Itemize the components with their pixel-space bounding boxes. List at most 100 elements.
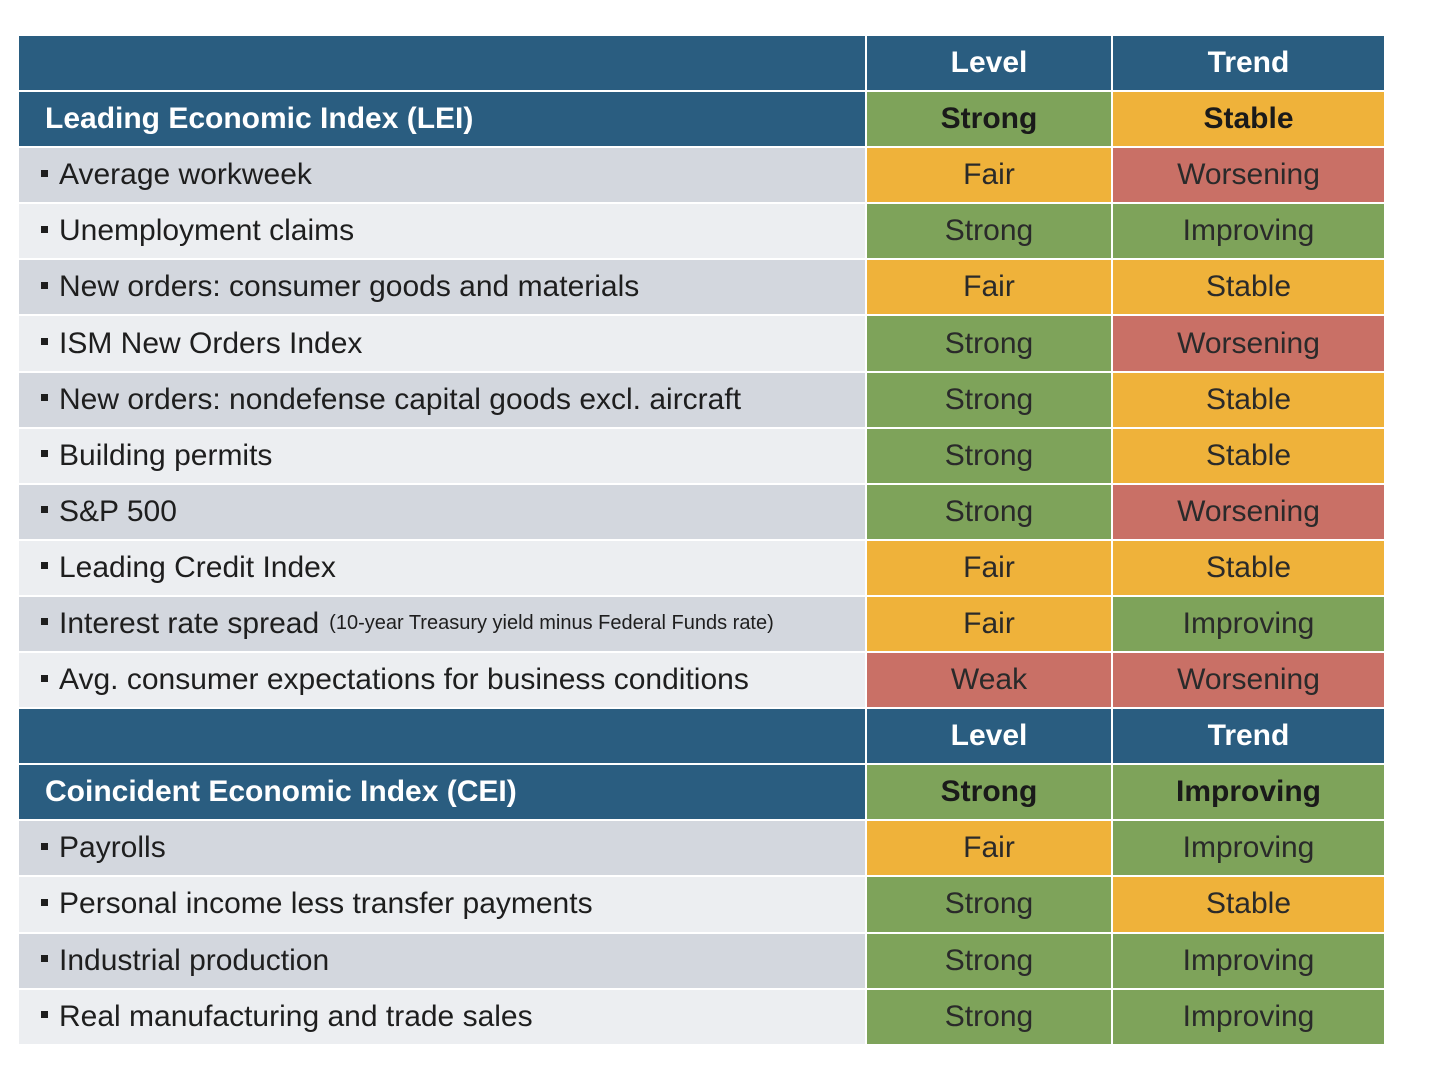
column-header-row: Level Trend <box>19 36 1384 93</box>
component-label-cell: Personal income less transfer payments <box>19 877 867 934</box>
bullet-icon <box>41 394 48 402</box>
trend-rating-cell: Worsening <box>1113 316 1384 373</box>
component-name: S&P 500 <box>59 494 177 528</box>
component-row: Leading Credit Index Fair Stable <box>19 540 1384 597</box>
component-name: Unemployment claims <box>59 214 355 248</box>
trend-rating-cell: Improving <box>1113 933 1384 990</box>
level-column-header: Level <box>867 36 1113 93</box>
component-row: Payrolls Fair Improving <box>19 821 1384 878</box>
level-rating-cell: Strong <box>867 372 1113 429</box>
bullet-icon <box>41 1011 48 1019</box>
level-column-header: Level <box>867 709 1113 766</box>
bullet-icon <box>41 955 48 963</box>
component-name: ISM New Orders Index <box>59 326 363 360</box>
bullet-icon <box>41 338 48 346</box>
component-name: Building permits <box>59 438 273 472</box>
trend-rating-cell: Stable <box>1113 372 1384 429</box>
component-row: Average workweek Fair Worsening <box>19 148 1384 205</box>
trend-rating-cell: Stable <box>1113 260 1384 317</box>
column-header-row: Level Trend <box>19 709 1384 766</box>
component-name: New orders: nondefense capital goods exc… <box>59 382 742 416</box>
component-row: New orders: consumer goods and materials… <box>19 260 1384 317</box>
trend-rating-cell: Stable <box>1113 540 1384 597</box>
component-name: Payrolls <box>59 831 166 865</box>
level-rating-cell: Strong <box>867 877 1113 934</box>
level-rating-cell: Strong <box>867 316 1113 373</box>
component-label-cell: Average workweek <box>19 148 867 205</box>
component-name: Personal income less transfer payments <box>59 887 593 921</box>
bullet-icon <box>41 450 48 458</box>
component-row: ISM New Orders Index Strong Worsening <box>19 316 1384 373</box>
bullet-icon <box>41 169 48 177</box>
component-label-cell: Unemployment claims <box>19 204 867 261</box>
index-level-cell: Strong <box>867 92 1113 149</box>
trend-column-header: Trend <box>1113 709 1384 766</box>
bullet-icon <box>41 225 48 233</box>
component-label-cell: Interest rate spread (10-year Treasury yi… <box>19 596 867 654</box>
component-row: Industrial production Strong Improving <box>19 933 1384 990</box>
component-label-cell: Payrolls <box>19 821 867 878</box>
trend-rating-cell: Stable <box>1113 428 1384 485</box>
trend-rating-cell: Stable <box>1113 877 1384 934</box>
level-rating-cell: Fair <box>867 260 1113 317</box>
component-name: Average workweek <box>59 158 312 192</box>
component-row: Building permits Strong Stable <box>19 428 1384 485</box>
component-row: Personal income less transfer payments St… <box>19 877 1384 934</box>
trend-column-header: Trend <box>1113 36 1384 93</box>
bullet-icon <box>41 842 48 850</box>
component-name: Avg. consumer expectations for business … <box>59 663 749 697</box>
component-label-cell: Avg. consumer expectations for business … <box>19 653 867 710</box>
index-summary-row: Coincident Economic Index (CEI) Strong Imp… <box>19 765 1384 822</box>
component-name: Leading Credit Index <box>59 550 336 584</box>
component-note: (10-year Treasury yield minus Federal Fu… <box>329 612 774 635</box>
level-rating-cell: Weak <box>867 653 1113 710</box>
trend-rating-cell: Worsening <box>1113 653 1384 710</box>
component-row: S&P 500 Strong Worsening <box>19 484 1384 541</box>
component-row: New orders: nondefense capital goods exc… <box>19 372 1384 429</box>
index-summary-row: Leading Economic Index (LEI) Strong Stable <box>19 92 1384 149</box>
bullet-icon <box>41 281 48 289</box>
level-rating-cell: Strong <box>867 933 1113 990</box>
header-blank-cell <box>19 36 867 93</box>
bullet-icon <box>41 562 48 570</box>
component-name: Industrial production <box>59 943 330 977</box>
component-label-cell: Building permits <box>19 428 867 485</box>
index-trend-cell: Improving <box>1113 765 1384 822</box>
index-level-cell: Strong <box>867 765 1113 822</box>
trend-rating-cell: Improving <box>1113 821 1384 878</box>
index-trend-cell: Stable <box>1113 92 1384 149</box>
level-rating-cell: Strong <box>867 428 1113 485</box>
component-row: Interest rate spread (10-year Treasury yi… <box>19 596 1384 654</box>
level-rating-cell: Strong <box>867 989 1113 1046</box>
component-row: Real manufacturing and trade sales Strong… <box>19 989 1384 1046</box>
component-label-cell: ISM New Orders Index <box>19 316 867 373</box>
trend-rating-cell: Worsening <box>1113 148 1384 205</box>
component-name: Real manufacturing and trade sales <box>59 999 533 1033</box>
bullet-icon <box>41 618 48 626</box>
bullet-icon <box>41 898 48 906</box>
trend-rating-cell: Improving <box>1113 989 1384 1046</box>
component-row: Unemployment claims Strong Improving <box>19 204 1384 261</box>
index-name: Leading Economic Index (LEI) <box>19 92 867 149</box>
component-name: Interest rate spread <box>59 606 320 640</box>
level-rating-cell: Strong <box>867 204 1113 261</box>
level-rating-cell: Strong <box>867 484 1113 541</box>
component-label-cell: Leading Credit Index <box>19 540 867 597</box>
component-label-cell: New orders: consumer goods and materials <box>19 260 867 317</box>
index-name: Coincident Economic Index (CEI) <box>19 765 867 822</box>
component-label-cell: S&P 500 <box>19 484 867 541</box>
bullet-icon <box>41 674 48 682</box>
component-row: Avg. consumer expectations for business … <box>19 653 1384 710</box>
level-rating-cell: Fair <box>867 821 1113 878</box>
level-rating-cell: Fair <box>867 540 1113 597</box>
component-label-cell: New orders: nondefense capital goods exc… <box>19 372 867 429</box>
trend-rating-cell: Improving <box>1113 596 1384 654</box>
level-rating-cell: Fair <box>867 596 1113 654</box>
component-name: New orders: consumer goods and materials <box>59 270 640 304</box>
header-blank-cell <box>19 709 867 766</box>
bullet-icon <box>41 506 48 514</box>
component-label-cell: Industrial production <box>19 933 867 990</box>
component-label-cell: Real manufacturing and trade sales <box>19 989 867 1046</box>
level-rating-cell: Fair <box>867 148 1113 205</box>
trend-rating-cell: Worsening <box>1113 484 1384 541</box>
